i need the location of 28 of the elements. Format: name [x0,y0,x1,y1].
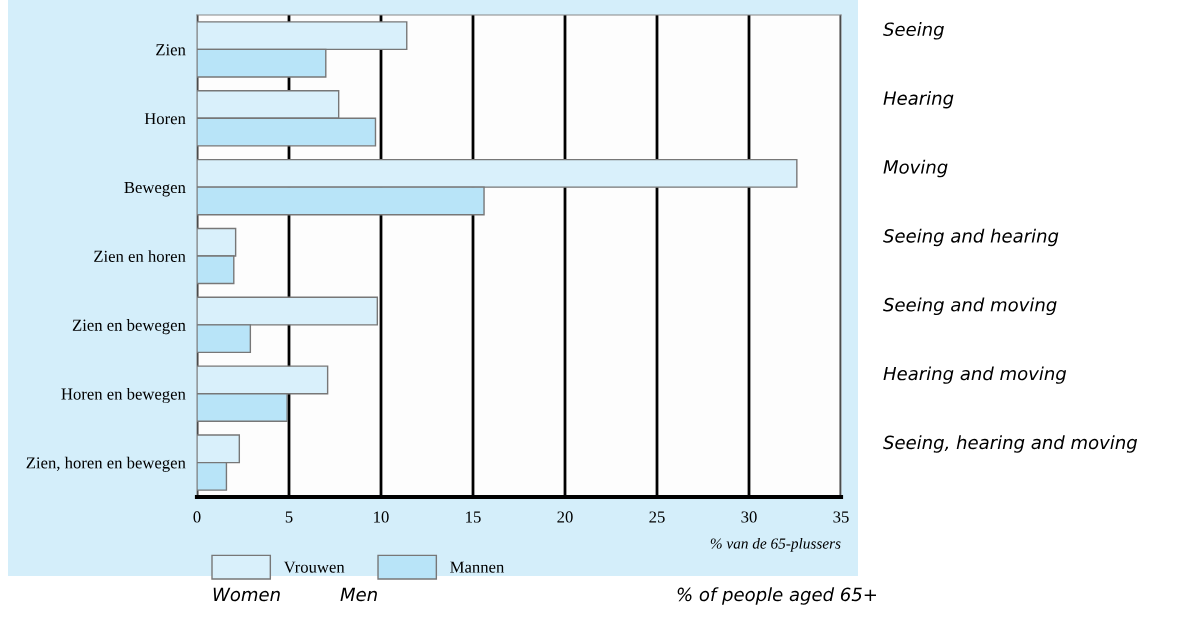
text: Hearing [883,90,954,109]
text: Hearing and moving [883,366,1067,384]
y-tick-label: Zien [156,44,186,56]
text: Seeing [883,22,944,40]
x-tick-label: 5 [285,511,293,523]
y-tick-label: Zien en horen [94,250,186,262]
text: Men [340,587,377,602]
text: % of people aged 65+ [677,587,876,605]
y-tick-label: Zien, horen en bewegen [26,456,186,472]
x-tick-label: 0 [193,511,201,523]
text: Seeing and hearing [883,228,1059,247]
y-tick-label: Horen [144,113,186,125]
text: Seeing and moving [883,297,1057,315]
y-tick-label: Bewegen [124,181,186,197]
text: Women [213,587,280,602]
x-tick-label: 30 [741,511,757,523]
text: Moving [883,159,948,178]
y-tick-label: Horen en bewegen [61,387,186,404]
text: Seeing, hearing and moving [883,435,1138,453]
x-tick-label: 10 [374,511,389,523]
x-tick-label: 20 [557,511,573,523]
y-tick-label: Zien en bewegen [72,319,186,335]
x-tick-label: 15 [466,511,481,523]
x-tick-label: 25 [649,511,665,523]
x-tick-label: 35 [833,511,849,523]
legend-label: Mannen [450,561,505,573]
legend-label: Vrouwen [283,561,345,573]
x-axis-title: % van de 65-plussers [710,537,841,552]
